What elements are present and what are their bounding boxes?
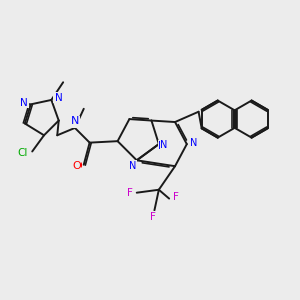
Text: N: N xyxy=(20,98,27,108)
Text: N: N xyxy=(129,160,136,171)
Text: Cl: Cl xyxy=(18,148,28,158)
Text: N: N xyxy=(54,93,62,103)
Text: N: N xyxy=(71,118,79,128)
Text: N: N xyxy=(130,160,137,171)
Text: N: N xyxy=(20,98,28,108)
Text: N: N xyxy=(158,141,166,151)
Text: N: N xyxy=(71,116,79,126)
Text: F: F xyxy=(172,192,178,202)
Text: N: N xyxy=(160,140,167,150)
Text: O: O xyxy=(72,161,81,171)
Text: N: N xyxy=(55,93,63,103)
Text: O: O xyxy=(73,161,82,171)
Text: Cl: Cl xyxy=(19,148,29,158)
Text: F: F xyxy=(150,212,156,222)
Text: N: N xyxy=(190,138,198,148)
Text: N: N xyxy=(190,138,197,148)
Text: F: F xyxy=(150,211,156,221)
Text: F: F xyxy=(127,188,133,198)
Text: F: F xyxy=(128,188,134,198)
Text: F: F xyxy=(173,192,178,202)
